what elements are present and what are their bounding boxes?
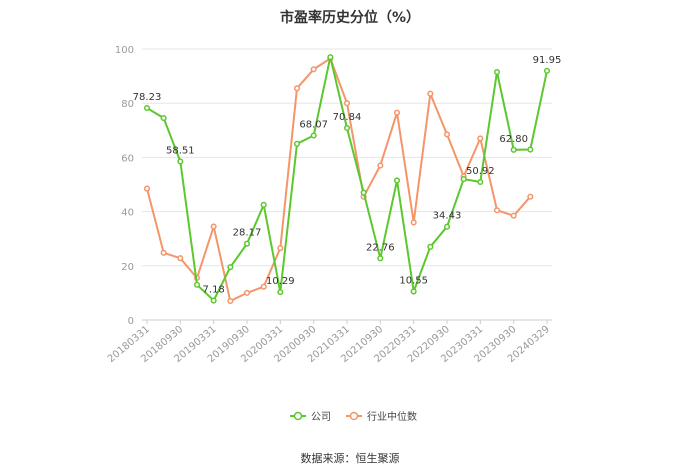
data-point[interactable]	[277, 289, 284, 296]
y-tick-label: 60	[121, 153, 134, 164]
data-point[interactable]	[227, 297, 234, 305]
data-label: 58.51	[166, 145, 195, 156]
data-point[interactable]	[393, 109, 401, 116]
data-label: 7.18	[203, 285, 225, 296]
legend-item-company[interactable]: 公司	[290, 411, 331, 423]
data-point[interactable]	[360, 189, 367, 196]
data-point[interactable]	[410, 288, 417, 295]
data-point[interactable]	[477, 135, 484, 142]
legend-label: 行业中位数	[367, 410, 417, 423]
data-point[interactable]	[243, 240, 251, 247]
data-point[interactable]	[260, 283, 267, 290]
data-point[interactable]	[310, 132, 317, 139]
data-source-label: 数据来源：恒生聚源	[301, 451, 400, 465]
data-point[interactable]	[177, 158, 184, 165]
y-tick-label: 100	[115, 45, 134, 56]
data-point[interactable]	[293, 140, 301, 147]
data-point[interactable]	[177, 255, 184, 262]
legend-label: 公司	[311, 412, 331, 423]
series	[143, 54, 551, 305]
data-label: 70.84	[333, 112, 362, 123]
data-point[interactable]	[543, 67, 551, 74]
data-point[interactable]	[493, 207, 501, 214]
chart-title: 市盈率历史分位（%）	[280, 9, 420, 26]
data-label: 22.76	[366, 242, 395, 253]
data-point[interactable]	[477, 178, 484, 186]
data-point[interactable]	[260, 201, 267, 208]
data-point[interactable]	[143, 185, 151, 192]
y-tick-label: 80	[121, 99, 134, 110]
legend[interactable]: 公司 行业中位数	[290, 410, 417, 423]
series-line	[146, 56, 548, 303]
data-point[interactable]	[327, 54, 334, 61]
data-label: 10.29	[266, 276, 295, 287]
data-point[interactable]	[377, 162, 384, 169]
data-point[interactable]	[343, 100, 351, 107]
y-tick-label: 40	[121, 208, 134, 219]
legend-marker-icon	[293, 411, 303, 421]
data-point[interactable]	[443, 131, 451, 138]
data-point[interactable]	[393, 177, 401, 184]
data-point[interactable]	[510, 146, 517, 153]
data-point[interactable]	[193, 281, 201, 288]
data-point[interactable]	[410, 219, 417, 226]
data-label: 50.92	[466, 166, 495, 177]
data-point[interactable]	[510, 212, 517, 219]
series-line	[146, 56, 532, 303]
x-axis: 2018033120180930201903312019093020200331…	[106, 319, 552, 365]
data-label: 28.17	[233, 228, 262, 239]
y-tick-label: 0	[128, 316, 134, 327]
series-industry-median	[143, 55, 534, 305]
data-point[interactable]	[243, 289, 251, 296]
data-point[interactable]	[493, 68, 501, 76]
data-point[interactable]	[343, 124, 351, 132]
y-axis: 0 20 40 60 80 100	[115, 45, 134, 327]
legend-item-industry-median[interactable]: 行业中位数	[346, 410, 417, 423]
data-point[interactable]	[210, 223, 217, 230]
data-point[interactable]	[460, 176, 467, 183]
data-label: 78.23	[133, 92, 162, 103]
data-point[interactable]	[293, 85, 301, 92]
data-point[interactable]	[427, 90, 434, 97]
data-point[interactable]	[277, 245, 284, 252]
data-point[interactable]	[443, 223, 451, 230]
data-point[interactable]	[377, 255, 384, 262]
data-point[interactable]	[160, 249, 167, 256]
data-label: 10.55	[399, 275, 428, 286]
y-tick-label: 20	[121, 262, 134, 273]
data-point[interactable]	[227, 264, 234, 271]
series-company	[143, 54, 551, 304]
data-point[interactable]	[427, 243, 434, 250]
data-label: 34.43	[433, 211, 462, 222]
data-label: 91.95	[533, 55, 562, 66]
legend-marker-icon	[349, 411, 359, 421]
data-point[interactable]	[143, 104, 151, 112]
data-label: 62.80	[499, 134, 528, 145]
data-label: 68.07	[299, 120, 328, 131]
data-point[interactable]	[527, 146, 534, 153]
data-point[interactable]	[310, 66, 317, 73]
data-point[interactable]	[160, 115, 167, 122]
data-point[interactable]	[210, 297, 217, 304]
data-labels: 78.23 58.51 7.18 28.17 10.29 68.07 70.84 22.76 1…	[133, 55, 562, 296]
data-point[interactable]	[527, 193, 534, 200]
